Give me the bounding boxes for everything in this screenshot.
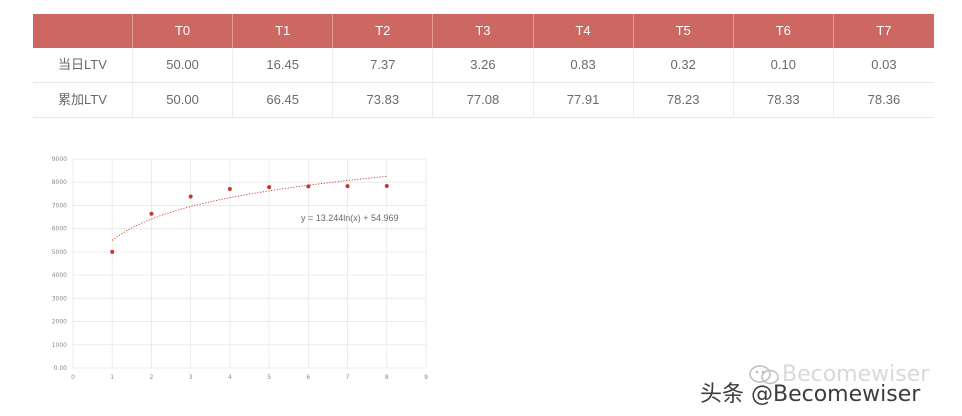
x-tick-label: 9 (424, 374, 428, 381)
trendline-equation-label: y = 13.244ln(x) + 54.969 (301, 213, 399, 223)
y-tick-label: 6000 (52, 226, 67, 233)
y-tick-label: 0.00 (54, 365, 68, 372)
y-tick-label: 5000 (52, 249, 67, 256)
x-tick-label: 3 (189, 374, 193, 381)
header-cell-t1: T1 (233, 14, 334, 48)
y-tick-label: 8000 (52, 179, 67, 186)
y-tick-label: 4000 (52, 272, 67, 279)
ltv-table: T0 T1 T2 T3 T4 T5 T6 T7 当日LTV 50.00 16.45 7.37 3.26… (33, 14, 934, 118)
watermark-front-text: 头条 @Becomewiser (700, 382, 921, 407)
table-cell: 78.33 (734, 83, 834, 117)
x-tick-label: 7 (346, 374, 350, 381)
x-tick-label: 8 (385, 374, 389, 381)
table-cell: 73.83 (333, 83, 434, 117)
table-row: 当日LTV 50.00 16.45 7.37 3.26 0.83 0.32 0.10 0.03 (33, 48, 934, 83)
table-cell: 78.23 (634, 83, 734, 117)
table-cell: 50.00 (133, 48, 234, 82)
table-cell: 77.91 (534, 83, 634, 117)
x-tick-label: 1 (110, 374, 114, 381)
y-tick-label: 3000 (52, 295, 67, 302)
y-tick-label: 1000 (52, 342, 67, 349)
table-row: 累加LTV 50.00 66.45 73.83 77.08 77.91 78.23 78.33… (33, 83, 934, 118)
data-point (188, 194, 193, 199)
table-header-row: T0 T1 T2 T3 T4 T5 T6 T7 (33, 14, 934, 48)
wechat-icon (749, 365, 779, 385)
header-cell-t2: T2 (333, 14, 434, 48)
x-tick-label: 6 (306, 374, 310, 381)
y-tick-label: 7000 (52, 202, 67, 209)
watermark-back-text: Becomewiser (782, 362, 930, 387)
table-cell: 7.37 (333, 48, 434, 82)
table-cell: 3.26 (433, 48, 534, 82)
data-point (227, 187, 232, 192)
row-label: 累加LTV (33, 83, 133, 117)
header-cell-t5: T5 (634, 14, 734, 48)
data-point (384, 184, 389, 189)
table-cell: 78.36 (867, 92, 901, 107)
x-tick-label: 2 (150, 374, 154, 381)
data-point (267, 185, 272, 190)
header-cell-t0: T0 (133, 14, 234, 48)
table-cell: 50.00 (133, 83, 234, 117)
y-tick-label: 9000 (52, 156, 67, 163)
header-cell-t3: T3 (433, 14, 534, 48)
data-point (345, 184, 350, 189)
table-cell: 66.45 (233, 83, 334, 117)
watermark: Becomewiser 头条 @Becomewiser (700, 362, 958, 410)
table-cell: 77.08 (433, 83, 534, 117)
data-point (306, 184, 311, 189)
table-cell: 0.03 (871, 57, 897, 72)
x-tick-label: 0 (71, 374, 75, 381)
header-cell-t7: T7 (876, 23, 892, 38)
table-cell: 0.10 (734, 48, 834, 82)
table-cell: 0.32 (634, 48, 734, 82)
table-cell: 16.45 (233, 48, 334, 82)
trendline (111, 175, 387, 241)
table-cell: 0.83 (534, 48, 634, 82)
x-tick-label: 4 (228, 374, 232, 381)
scatter-chart: 0.00 1000 2000 3000 4000 5000 6000 7000 8000 9000… (52, 156, 428, 381)
header-cell-t4: T4 (534, 14, 634, 48)
header-cell-corner (33, 14, 133, 48)
data-point (149, 211, 154, 216)
row-label: 当日LTV (33, 48, 133, 82)
header-cell-t6: T6 (734, 14, 834, 48)
x-tick-label: 5 (267, 374, 271, 381)
y-tick-label: 2000 (52, 319, 67, 326)
data-point (110, 249, 115, 254)
